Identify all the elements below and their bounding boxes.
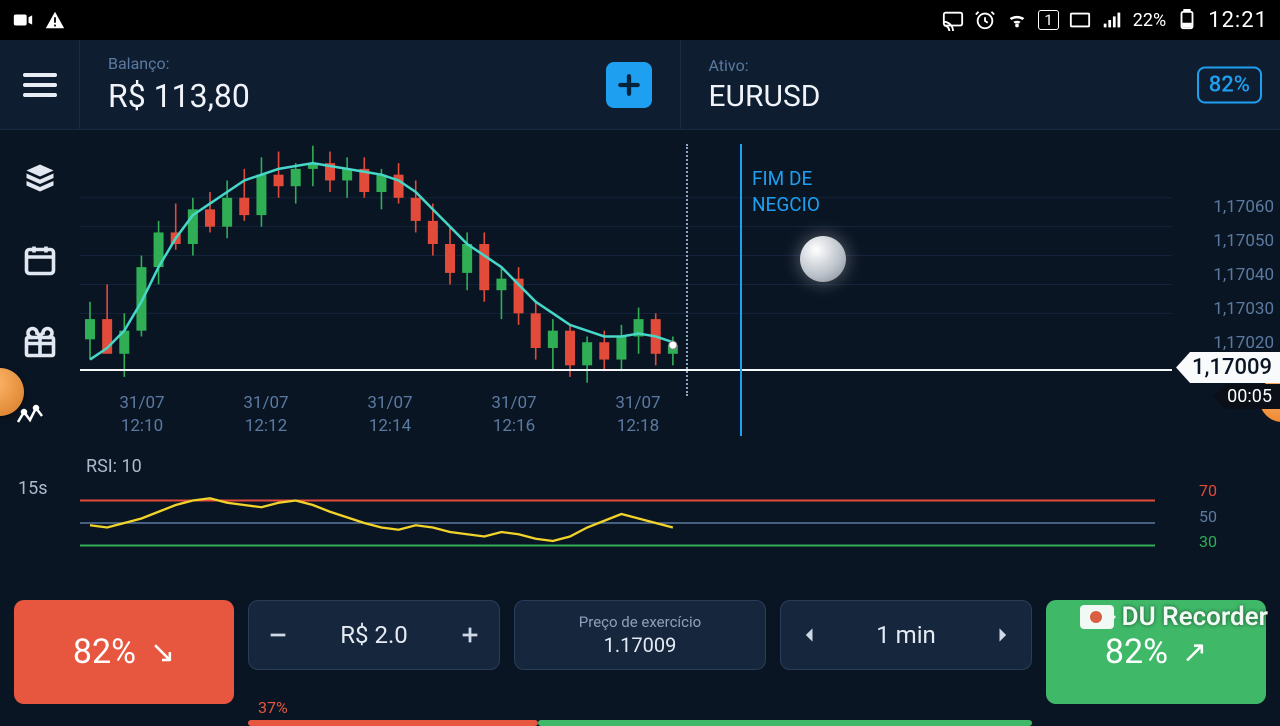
strike-label: Preço de exercício [515,613,765,631]
payout-badge: 82% [1197,66,1262,103]
rsi-chart[interactable] [80,478,1155,578]
signal-icon [1069,9,1091,31]
strike-control[interactable]: Preço de exercício 1.17009 [514,600,766,670]
android-status-bar: 1 22% 12:21 [0,0,1280,40]
sentiment-bar: 37% [248,720,1032,726]
sentiment-red-pct: 37% [258,698,288,717]
amount-control: R$ 2.0 [248,600,500,670]
side-toolbar [0,130,80,600]
cast-icon [942,9,964,31]
arrow-up-right-icon: ↗ [1182,635,1207,670]
chart-x-axis: 31/0712:1031/0712:1231/0712:1431/0712:16… [80,392,700,438]
current-price-flag: 1,17009 [1176,352,1280,383]
duration-prev-button[interactable] [781,601,839,669]
asset-value: EURUSD [709,79,821,114]
duration-control: 1 min [780,600,1032,670]
gift-icon[interactable] [22,324,58,360]
amount-minus-button[interactable] [249,601,307,669]
alarm-icon [974,9,996,31]
rsi-label: RSI: 10 [86,456,142,477]
amount-plus-button[interactable] [441,601,499,669]
recorder-watermark: DU Recorder [1080,602,1268,632]
duration-next-button[interactable] [973,601,1031,669]
purchase-deadline-line [686,144,688,396]
menu-button[interactable] [23,73,57,97]
touch-indicator [800,236,846,282]
status-clock: 12:21 [1208,8,1268,33]
chart-area[interactable]: FIM DE NEGCIO 31/0712:1031/0712:1231/071… [80,130,1280,600]
battery-icon [1176,9,1198,31]
rsi-scale: 70 50 30 [1199,478,1217,555]
indicator-line-icon[interactable] [16,404,50,428]
asset-label: Ativo: [709,56,821,75]
app-header: Balanço: R$ 113,80 Ativo: EURUSD 82% [0,40,1280,130]
camera-icon [12,9,34,31]
countdown-flag: 00:05 [1213,384,1280,409]
put-payout: 82% [73,632,136,672]
warning-icon [44,9,66,31]
layers-icon[interactable] [22,160,58,196]
rsi-panel[interactable]: RSI: 10 15s 70 50 30 [80,450,1175,570]
put-button[interactable]: 82% ↘ [14,600,234,704]
wifi-icon [1006,9,1028,31]
candlestick-chart[interactable] [80,130,1180,410]
timeframe-label[interactable]: 15s [18,478,48,499]
balance-label: Balanço: [108,54,250,73]
camera-record-icon [1080,605,1114,629]
amount-value[interactable]: R$ 2.0 [307,621,441,649]
battery-pct: 22% [1133,10,1166,31]
signal-bars-icon [1101,9,1123,31]
expiry-line [740,144,742,436]
chart-y-axis: 1,170601,170501,170401,170301,17020 [1213,190,1274,360]
balance-value: R$ 113,80 [108,77,250,115]
call-payout: 82% [1105,632,1168,672]
current-price-line [80,369,1172,371]
balance-section[interactable]: Balanço: R$ 113,80 [80,40,680,129]
strike-value: 1.17009 [515,633,765,657]
arrow-down-right-icon: ↘ [150,635,175,670]
calendar-icon[interactable] [22,242,58,278]
expiry-label: FIM DE NEGCIO [752,166,820,217]
deposit-button[interactable] [606,62,652,108]
main-area: FIM DE NEGCIO 31/0712:1031/0712:1231/071… [0,130,1280,600]
asset-section[interactable]: Ativo: EURUSD 82% [681,40,1280,129]
sim-slot-badge: 1 [1038,10,1058,30]
duration-value[interactable]: 1 min [839,621,973,649]
